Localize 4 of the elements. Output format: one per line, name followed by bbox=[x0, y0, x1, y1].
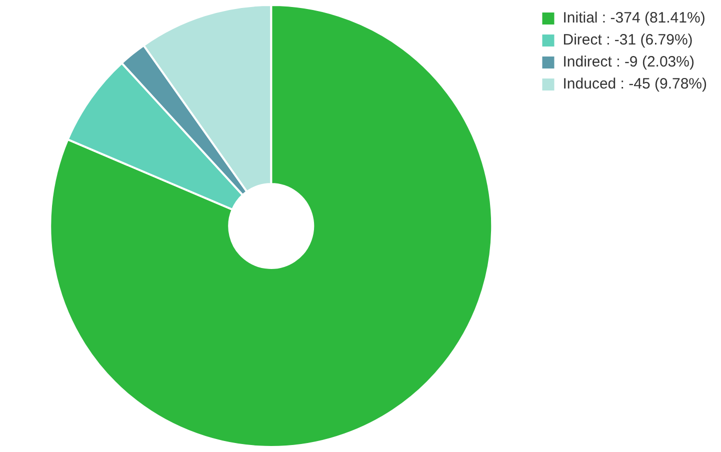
legend-label: Induced : -45 (9.78%) bbox=[562, 76, 708, 93]
legend-label: Initial : -374 (81.41%) bbox=[562, 10, 706, 27]
legend-label: Indirect : -9 (2.03%) bbox=[562, 54, 694, 71]
legend-label: Direct : -31 (6.79%) bbox=[562, 32, 693, 49]
